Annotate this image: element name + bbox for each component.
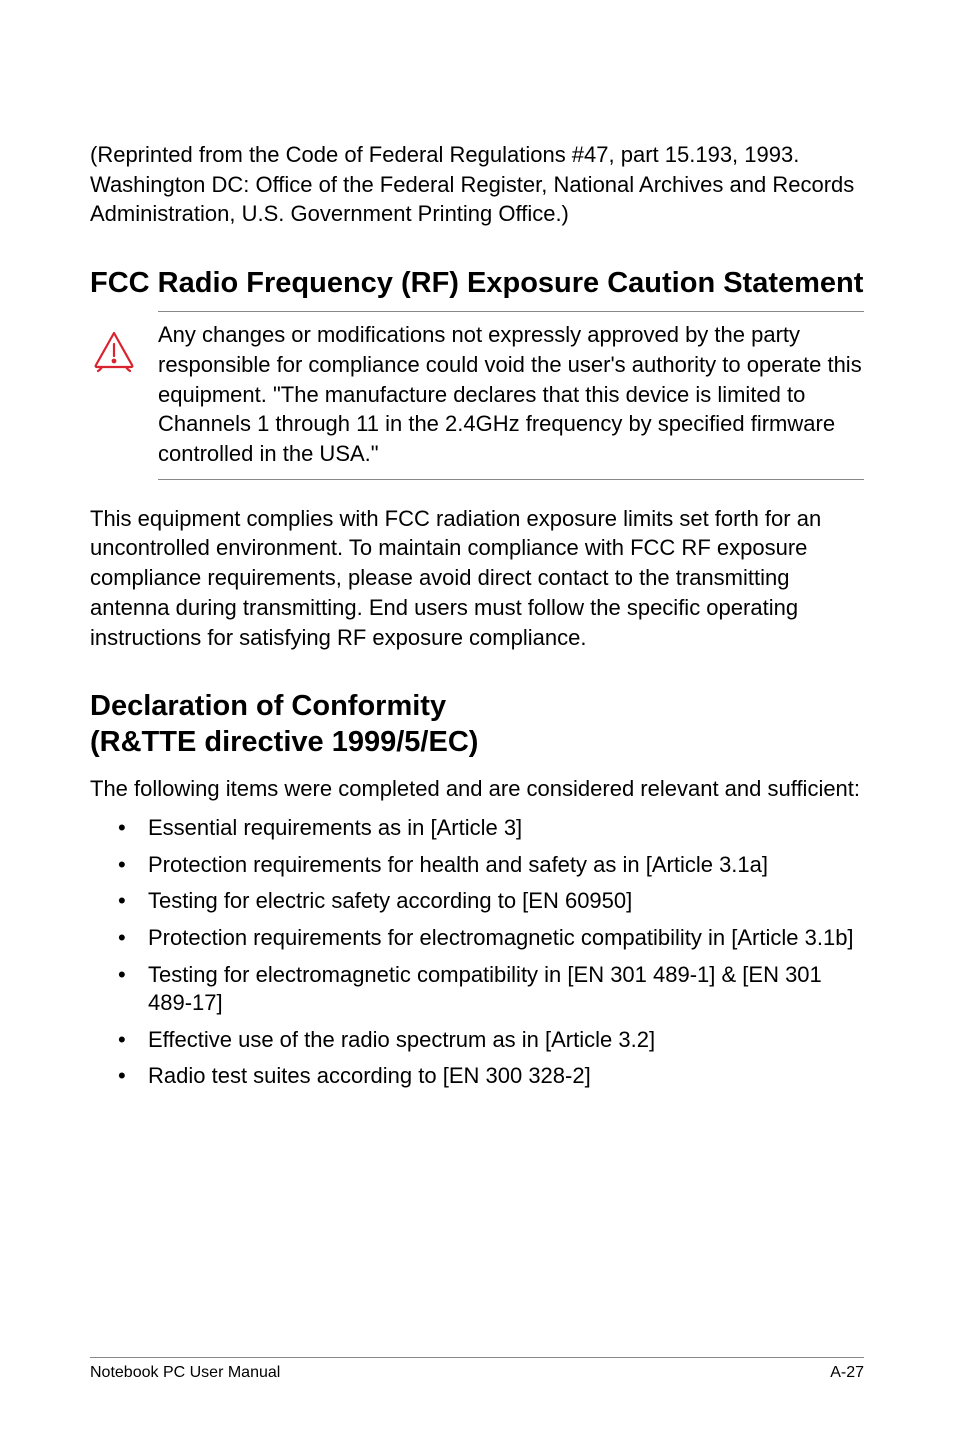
footer-left: Notebook PC User Manual	[90, 1364, 280, 1382]
section1-heading: FCC Radio Frequency (RF) Exposure Cautio…	[90, 265, 864, 301]
caution-block: Any changes or modifications not express…	[90, 311, 864, 479]
page-footer: Notebook PC User Manual A-27	[90, 1357, 864, 1382]
footer-right: A-27	[830, 1364, 864, 1382]
caution-icon	[90, 311, 158, 380]
section2-heading-block: Declaration of Conformity (R&TTE directi…	[90, 688, 864, 761]
section1-body: This equipment complies with FCC radiati…	[90, 504, 864, 652]
section2-heading-line2: (R&TTE directive 1999/5/EC)	[90, 724, 864, 760]
intro-paragraph: (Reprinted from the Code of Federal Regu…	[90, 140, 864, 229]
caution-text: Any changes or modifications not express…	[158, 320, 864, 468]
list-item: Testing for electromagnetic compatibilit…	[90, 961, 864, 1018]
list-item: Protection requirements for electromagne…	[90, 924, 864, 953]
list-item: Essential requirements as in [Article 3]	[90, 814, 864, 843]
list-item: Protection requirements for health and s…	[90, 851, 864, 880]
list-item: Radio test suites according to [EN 300 3…	[90, 1062, 864, 1091]
requirements-list: Essential requirements as in [Article 3]…	[90, 814, 864, 1091]
section2-heading-line1: Declaration of Conformity	[90, 688, 864, 724]
list-item: Testing for electric safety according to…	[90, 887, 864, 916]
list-item: Effective use of the radio spectrum as i…	[90, 1026, 864, 1055]
section2-intro: The following items were completed and a…	[90, 775, 864, 803]
caution-text-wrapper: Any changes or modifications not express…	[158, 311, 864, 479]
